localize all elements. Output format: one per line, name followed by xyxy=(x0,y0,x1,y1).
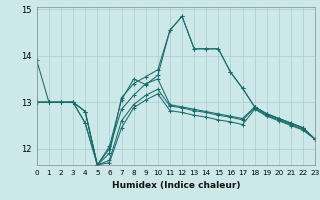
X-axis label: Humidex (Indice chaleur): Humidex (Indice chaleur) xyxy=(112,181,240,190)
